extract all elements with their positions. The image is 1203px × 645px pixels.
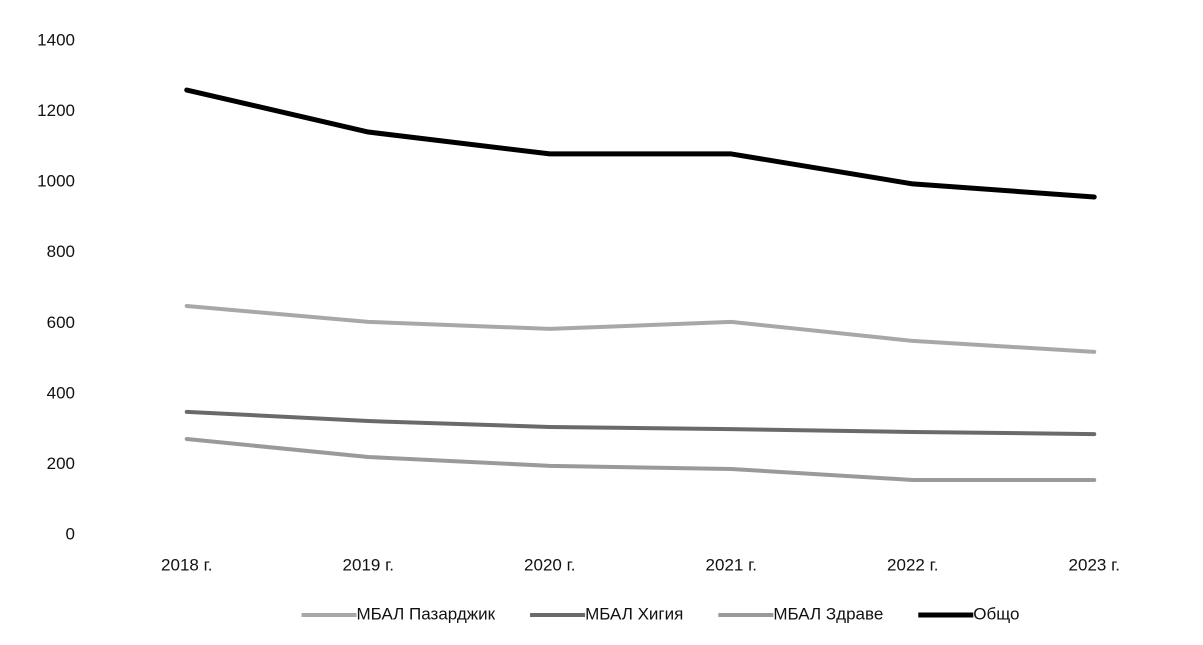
y-tick-label: 800 (47, 242, 75, 261)
y-tick-label: 0 (66, 524, 75, 543)
y-tick-label: 1200 (37, 101, 75, 120)
y-tick-label: 600 (47, 313, 75, 332)
x-tick-label: 2023 г. (1069, 555, 1120, 574)
x-tick-label: 2018 г. (161, 555, 212, 574)
y-tick-label: 1000 (37, 172, 75, 191)
x-tick-label: 2019 г. (343, 555, 394, 574)
legend-label: МБАЛ Здраве (773, 604, 883, 623)
legend-label: Общо (973, 604, 1019, 623)
series-line (184, 87, 1097, 200)
series-line (184, 409, 1097, 437)
legend-label: МБАЛ Хигия (585, 604, 683, 623)
y-tick-label: 400 (47, 383, 75, 402)
x-tick-label: 2021 г. (706, 555, 757, 574)
x-tick-label: 2022 г. (887, 555, 938, 574)
y-tick-label: 200 (47, 454, 75, 473)
y-tick-label: 1400 (37, 30, 75, 49)
series-line (184, 303, 1097, 354)
legend-label: МБАЛ Пазарджик (357, 604, 496, 623)
x-tick-label: 2020 г. (524, 555, 575, 574)
series-line (184, 437, 1097, 482)
